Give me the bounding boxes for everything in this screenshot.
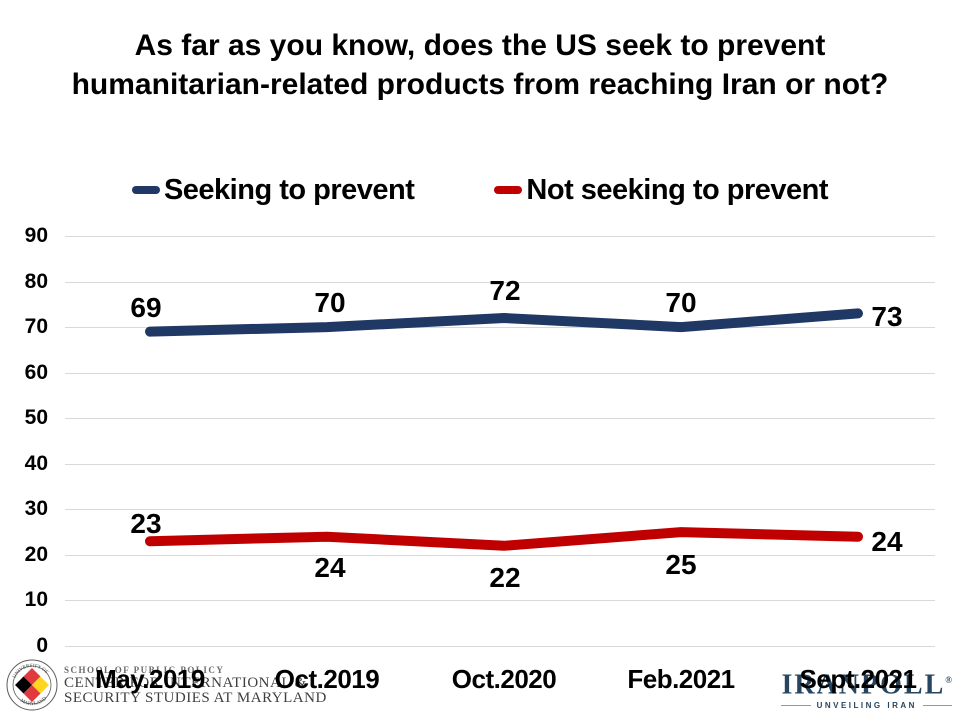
- data-label-s0-p4: 73: [871, 301, 903, 333]
- registered-mark-icon: ®: [945, 675, 952, 685]
- chart-title-line1: As far as you know, does the US seek to …: [134, 29, 826, 62]
- x-axis-label-4: Sept.2021: [799, 664, 917, 694]
- gridline-y80: [65, 281, 935, 283]
- legend-marker-blue-icon: [131, 186, 160, 194]
- umd-school-line: SCHOOL OF PUBLIC POLICY: [64, 664, 225, 675]
- data-label-s1-p4: 24: [871, 525, 903, 557]
- legend-item-seeking: Seeking to prevent: [131, 173, 415, 207]
- series-line-1: [145, 527, 863, 551]
- iranpoll-name-text: IRANPOLL: [781, 669, 946, 701]
- umd-center-line: CENTER FOR INTERNATIONAL &: [64, 674, 307, 691]
- y-axis-tick-40: 40: [24, 451, 48, 475]
- legend-label-seeking: Seeking to prevent: [163, 173, 415, 206]
- tagline-rule-left: [781, 705, 811, 707]
- data-label-s1-p1: 24: [314, 551, 346, 583]
- y-axis-tick-90: 90: [24, 223, 48, 247]
- legend-label-not-seeking: Not seeking to prevent: [526, 173, 829, 206]
- y-axis-tick-10: 10: [24, 588, 48, 612]
- gridline-y0: [65, 646, 935, 647]
- iranpoll-wordmark: IRANPOLL®: [781, 666, 952, 699]
- university-of-maryland-seal-icon: UNIVERSITY OF MARYLAND: [6, 659, 58, 711]
- legend: Seeking to prevent Not seeking to preven…: [0, 168, 960, 212]
- legend-marker-red-icon: [494, 186, 523, 194]
- y-axis-tick-20: 20: [24, 542, 48, 566]
- gridline-y90: [65, 235, 935, 237]
- series-line-0: [145, 308, 863, 337]
- data-label-s0-p1: 70: [314, 287, 346, 319]
- y-axis-tick-80: 80: [24, 269, 48, 293]
- iranpoll-tagline-row: UNVEILING IRAN: [781, 701, 952, 710]
- x-axis-label-1: Oct.2019: [274, 664, 380, 694]
- iranpoll-tagline: UNVEILING IRAN: [816, 701, 917, 711]
- iranpoll-logo: IRANPOLL® UNVEILING IRAN: [781, 666, 952, 710]
- y-axis-tick-70: 70: [24, 315, 48, 339]
- gridline-y60: [65, 372, 935, 374]
- gridline-y10: [65, 600, 935, 602]
- gridline-y30: [65, 509, 935, 511]
- y-axis-tick-30: 30: [24, 497, 48, 521]
- tagline-rule-right: [922, 705, 952, 707]
- data-label-s1-p0: 23: [130, 508, 162, 540]
- y-axis-tick-50: 50: [24, 406, 48, 430]
- gridline-y70: [65, 327, 935, 329]
- y-axis-tick-60: 60: [24, 360, 48, 384]
- chart-title: As far as you know, does the US seek to …: [0, 26, 960, 104]
- data-label-s0-p3: 70: [665, 287, 697, 319]
- y-axis-tick-0: 0: [36, 634, 48, 657]
- data-label-s1-p3: 25: [665, 549, 697, 581]
- data-label-s0-p0: 69: [130, 291, 162, 323]
- x-axis-label-3: Feb.2021: [627, 664, 735, 694]
- data-label-s0-p2: 72: [489, 274, 521, 306]
- legend-item-not-seeking: Not seeking to prevent: [494, 173, 829, 207]
- x-axis-label-2: Oct.2020: [451, 664, 557, 694]
- chart-title-line2: humanitarian-related products from reach…: [71, 68, 889, 101]
- gridline-y20: [65, 554, 935, 556]
- gridline-y50: [65, 418, 935, 420]
- gridline-y40: [65, 463, 935, 465]
- umd-cissm-text: SCHOOL OF PUBLIC POLICY CENTER FOR INTER…: [64, 665, 327, 706]
- data-label-s1-p2: 22: [489, 561, 521, 593]
- umd-security-line: SECURITY STUDIES AT MARYLAND: [64, 689, 327, 706]
- umd-cissm-logo: UNIVERSITY OF MARYLAND SCHOOL OF PUBLIC …: [6, 658, 327, 712]
- x-axis-label-0: May.2019: [95, 664, 205, 694]
